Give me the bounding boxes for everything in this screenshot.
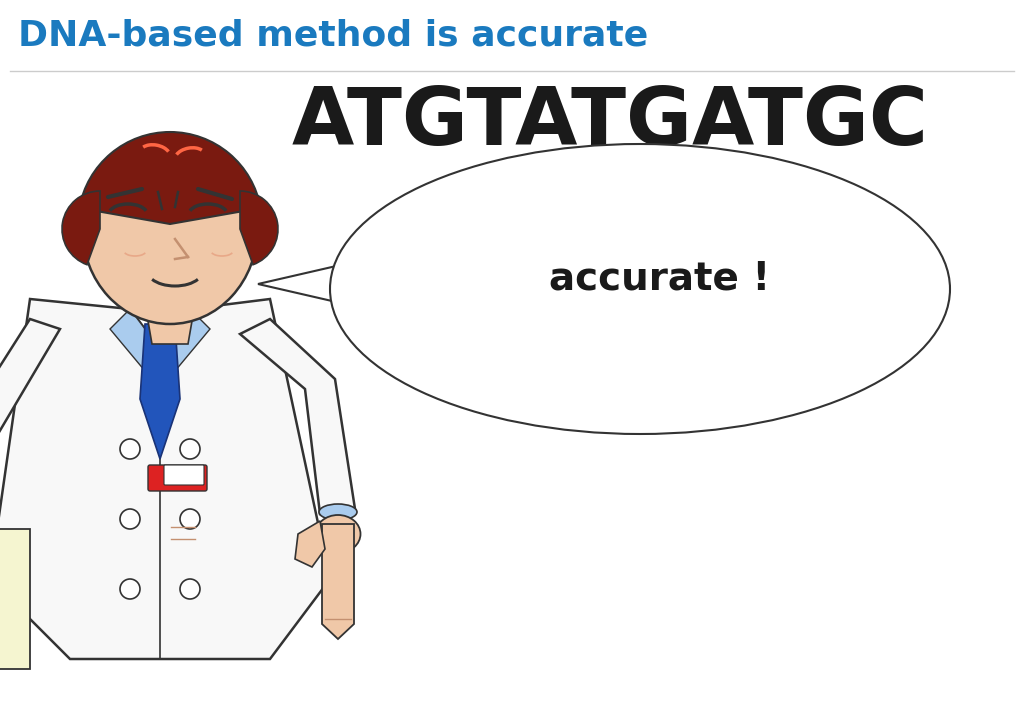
Ellipse shape <box>332 146 948 432</box>
Wedge shape <box>80 132 260 224</box>
Circle shape <box>120 439 140 459</box>
Ellipse shape <box>319 504 357 520</box>
Wedge shape <box>62 191 100 265</box>
Polygon shape <box>295 521 325 567</box>
Circle shape <box>180 439 200 459</box>
Polygon shape <box>0 319 60 564</box>
Ellipse shape <box>83 134 257 324</box>
Ellipse shape <box>72 223 92 255</box>
Polygon shape <box>148 321 193 344</box>
Polygon shape <box>258 264 345 304</box>
Wedge shape <box>240 191 278 265</box>
Polygon shape <box>110 309 210 389</box>
Circle shape <box>120 509 140 529</box>
FancyBboxPatch shape <box>164 465 204 485</box>
Circle shape <box>180 579 200 599</box>
Ellipse shape <box>330 144 950 434</box>
Text: accurate !: accurate ! <box>549 260 771 298</box>
Text: DNA-based method is accurate: DNA-based method is accurate <box>18 19 648 53</box>
FancyBboxPatch shape <box>148 465 207 491</box>
Text: ATGTATGATGC: ATGTATGATGC <box>292 84 929 162</box>
Polygon shape <box>0 299 330 659</box>
Circle shape <box>120 579 140 599</box>
Polygon shape <box>322 524 354 639</box>
Polygon shape <box>240 319 355 514</box>
Circle shape <box>180 509 200 529</box>
Polygon shape <box>0 529 30 669</box>
Ellipse shape <box>315 515 360 553</box>
Polygon shape <box>140 324 180 459</box>
